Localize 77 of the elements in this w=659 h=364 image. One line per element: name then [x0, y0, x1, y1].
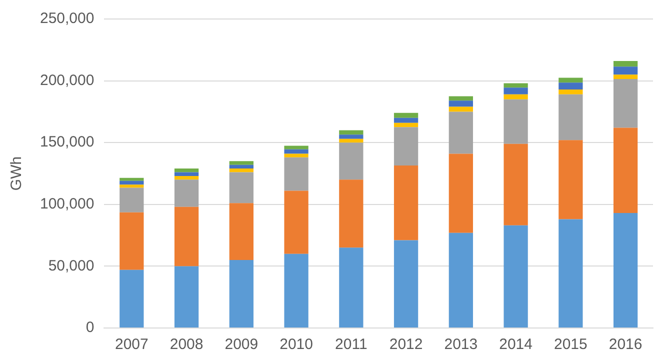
bar [504, 144, 528, 226]
bar [504, 88, 528, 94]
x-tick-label: 2012 [389, 336, 423, 354]
bar [229, 260, 254, 328]
bar [394, 240, 418, 328]
x-tick-label: 2011 [335, 336, 368, 354]
bar [120, 180, 144, 185]
bar [229, 164, 254, 169]
bar [558, 219, 583, 328]
y-tick-label: 100,000 [40, 196, 94, 213]
y-tick-label: 0 [86, 319, 94, 336]
bar [448, 100, 473, 107]
bar [339, 138, 364, 143]
bar [339, 134, 364, 139]
bar [284, 157, 308, 191]
bar [448, 112, 473, 154]
bar [339, 248, 364, 328]
bar [174, 176, 199, 180]
x-tick-label: 2007 [114, 336, 148, 354]
bar [120, 270, 144, 328]
bar [504, 99, 528, 144]
bar [284, 149, 308, 154]
y-tick-label: 150,000 [40, 134, 94, 151]
y-tick-label: 50,000 [48, 257, 94, 274]
bar [558, 89, 583, 94]
bar [448, 154, 473, 233]
y-axis-title: GWh [8, 156, 26, 191]
bar [174, 180, 199, 207]
bar [174, 266, 199, 328]
bar [558, 78, 583, 83]
bar [448, 106, 473, 112]
bar [504, 83, 528, 88]
bar [229, 172, 254, 204]
bar [613, 61, 638, 67]
bar [394, 165, 418, 240]
bar [284, 254, 308, 328]
bar [558, 140, 583, 220]
bar [558, 82, 583, 90]
y-tick-label: 200,000 [40, 72, 94, 89]
bar [339, 130, 364, 135]
x-tick-label: 2014 [499, 336, 532, 354]
bar [613, 213, 638, 328]
bar [613, 128, 638, 214]
x-tick-label: 2009 [224, 336, 258, 354]
y-tick-label: 250,000 [40, 10, 94, 28]
x-tick-label: 2013 [444, 336, 478, 354]
bar [613, 74, 638, 79]
bar [339, 180, 364, 248]
bar [174, 168, 199, 172]
bar [394, 127, 418, 166]
bar [229, 161, 254, 165]
bar [394, 118, 418, 123]
bar [448, 232, 473, 328]
bar [558, 94, 583, 140]
bar [174, 172, 199, 176]
bar [339, 142, 364, 180]
bar [284, 146, 308, 150]
bar [229, 203, 254, 260]
x-tick-label: 2015 [554, 336, 588, 354]
bar [613, 78, 638, 128]
bar [229, 168, 254, 172]
bar [120, 188, 144, 212]
bar [504, 94, 528, 100]
bar [120, 184, 144, 188]
x-tick-label: 2008 [170, 336, 204, 354]
bar [120, 212, 144, 270]
bar [120, 178, 144, 181]
x-tick-label: 2016 [608, 336, 642, 354]
bar [394, 122, 418, 128]
bar [284, 154, 308, 158]
bar [394, 112, 418, 118]
x-tick-label: 2010 [280, 336, 313, 354]
bar [174, 206, 199, 266]
bar [504, 225, 528, 328]
bar [448, 96, 473, 101]
bar [613, 66, 638, 75]
bar [284, 190, 308, 254]
